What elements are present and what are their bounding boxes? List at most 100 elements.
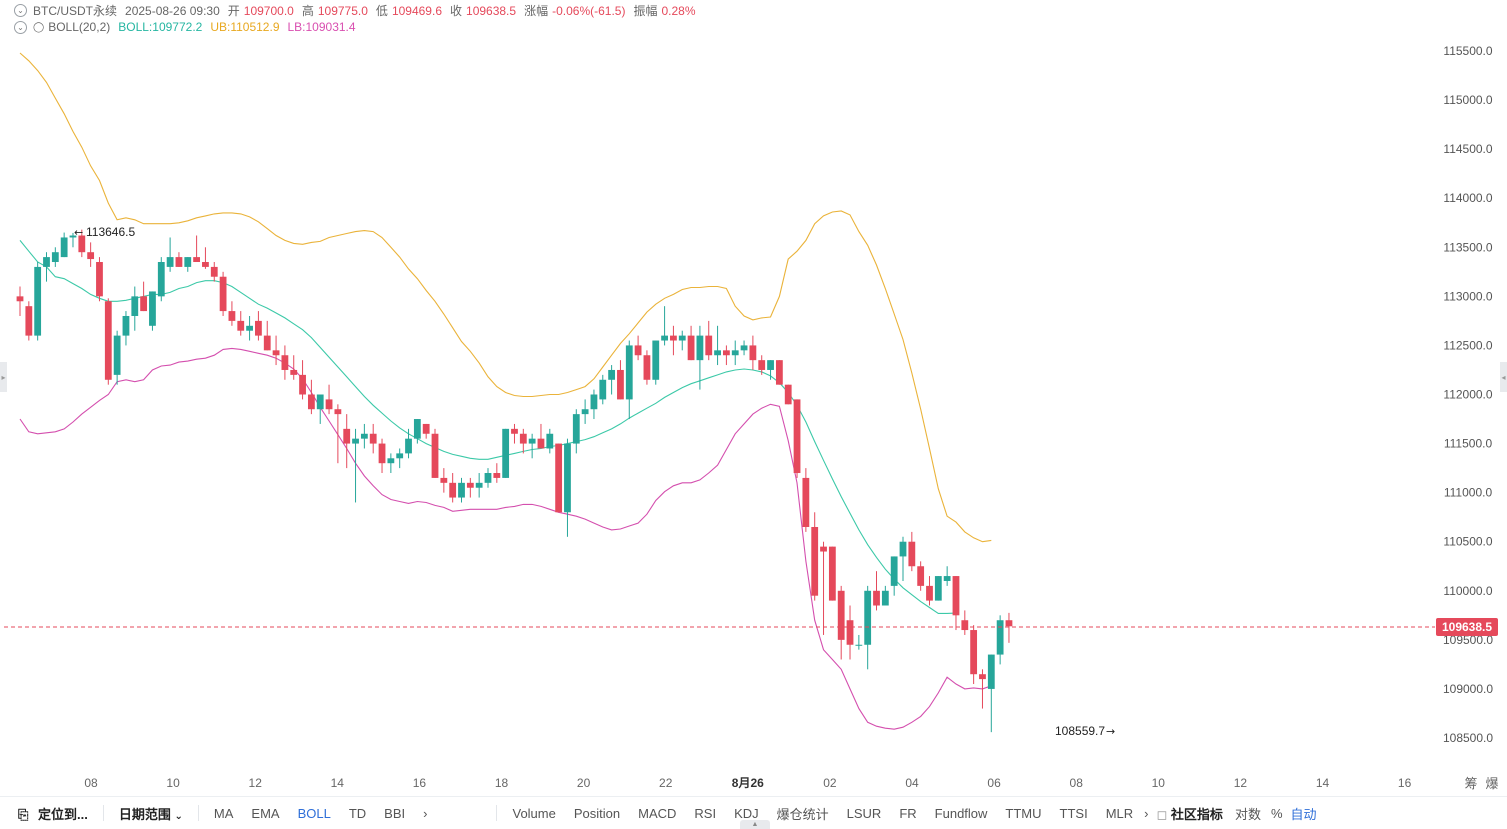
candle[interactable] bbox=[352, 428, 359, 503]
candle[interactable] bbox=[466, 477, 474, 498]
candle[interactable] bbox=[670, 325, 677, 356]
candle[interactable] bbox=[864, 585, 872, 670]
candle[interactable] bbox=[396, 448, 404, 469]
candle[interactable] bbox=[87, 242, 95, 267]
indicator-fr[interactable]: FR bbox=[899, 805, 917, 821]
candle[interactable] bbox=[802, 468, 810, 532]
candle[interactable] bbox=[25, 301, 33, 341]
scroll-handle-icon[interactable]: ▲ bbox=[740, 820, 770, 829]
candle[interactable] bbox=[934, 576, 942, 601]
axis-tool-label[interactable]: 筹 bbox=[1464, 776, 1477, 792]
candle[interactable] bbox=[855, 634, 863, 650]
candle[interactable] bbox=[519, 428, 527, 454]
candle[interactable] bbox=[952, 576, 960, 631]
candle[interactable] bbox=[572, 409, 580, 454]
candle[interactable] bbox=[890, 556, 898, 596]
candle[interactable] bbox=[846, 605, 854, 660]
candle[interactable] bbox=[219, 271, 227, 316]
log-scale-toggle[interactable]: 对数 bbox=[1234, 806, 1261, 822]
candle[interactable] bbox=[837, 585, 845, 660]
more-indicators-chevron-icon[interactable]: › bbox=[1144, 805, 1149, 821]
candle[interactable] bbox=[255, 311, 262, 341]
candle[interactable] bbox=[113, 330, 121, 385]
boll-eye-icon[interactable]: ◯ bbox=[33, 21, 45, 33]
candle[interactable] bbox=[970, 625, 978, 685]
candle[interactable] bbox=[811, 512, 819, 601]
candle[interactable] bbox=[131, 286, 139, 331]
candle[interactable] bbox=[43, 252, 50, 282]
candle[interactable] bbox=[281, 345, 289, 380]
chevron-right-icon[interactable]: › bbox=[423, 805, 428, 821]
candle[interactable] bbox=[307, 379, 315, 415]
candle[interactable] bbox=[723, 345, 730, 366]
indicator-position[interactable]: Position bbox=[573, 805, 621, 821]
candle[interactable] bbox=[343, 414, 351, 469]
candle[interactable] bbox=[263, 320, 271, 351]
candle[interactable] bbox=[899, 536, 907, 581]
candle[interactable] bbox=[652, 340, 660, 385]
candle[interactable] bbox=[661, 306, 668, 346]
percent-scale-toggle[interactable]: % bbox=[1270, 805, 1283, 821]
candle[interactable] bbox=[422, 423, 430, 439]
candle[interactable] bbox=[996, 615, 1004, 665]
candle[interactable] bbox=[413, 419, 421, 444]
indicator-mlr[interactable]: MLR bbox=[1105, 805, 1134, 821]
candle[interactable] bbox=[440, 468, 448, 493]
candle[interactable] bbox=[122, 311, 130, 346]
left-panel-toggle-icon[interactable]: ▸ bbox=[0, 362, 7, 392]
candle[interactable] bbox=[749, 335, 757, 370]
candle[interactable] bbox=[625, 340, 633, 420]
candle[interactable] bbox=[564, 438, 571, 537]
candle[interactable] bbox=[731, 340, 739, 366]
collapse-chevron-icon[interactable]: ⌄ bbox=[14, 4, 27, 17]
candle[interactable] bbox=[687, 325, 695, 361]
candle[interactable] bbox=[926, 576, 933, 606]
candle[interactable] bbox=[334, 404, 342, 464]
candle[interactable] bbox=[210, 262, 218, 282]
candle[interactable] bbox=[475, 473, 483, 498]
candle[interactable] bbox=[369, 423, 377, 454]
locate-button[interactable]: ⎘ 定位到... bbox=[0, 804, 97, 823]
candle[interactable] bbox=[175, 252, 183, 267]
candle[interactable] bbox=[820, 541, 827, 635]
candle[interactable] bbox=[784, 384, 792, 405]
candle[interactable] bbox=[961, 610, 969, 635]
candle[interactable] bbox=[917, 561, 925, 591]
candle[interactable] bbox=[449, 473, 457, 503]
indicator-volume[interactable]: Volume bbox=[512, 805, 556, 821]
candle[interactable] bbox=[299, 360, 306, 400]
candle[interactable] bbox=[528, 433, 536, 459]
indicator-fundflow[interactable]: Fundflow bbox=[934, 805, 988, 821]
candle[interactable] bbox=[590, 389, 598, 420]
candle[interactable] bbox=[166, 237, 174, 272]
indicator-bbi[interactable]: BBI bbox=[384, 805, 406, 821]
axis-tool-label[interactable]: 爆 bbox=[1485, 777, 1498, 792]
candle[interactable] bbox=[184, 257, 192, 272]
candle[interactable] bbox=[696, 325, 704, 390]
candle[interactable] bbox=[987, 654, 995, 733]
candle[interactable] bbox=[202, 247, 209, 269]
candle[interactable] bbox=[493, 463, 501, 483]
candle[interactable] bbox=[758, 355, 766, 375]
candle[interactable] bbox=[599, 374, 607, 405]
candle[interactable] bbox=[1005, 612, 1013, 643]
date-range-button[interactable]: 日期范围 ⌄ bbox=[110, 804, 192, 823]
candle[interactable] bbox=[828, 546, 836, 601]
candle[interactable] bbox=[537, 423, 545, 449]
candle[interactable] bbox=[484, 468, 492, 488]
candle[interactable] bbox=[617, 360, 624, 400]
candle[interactable] bbox=[581, 399, 589, 424]
candle[interactable] bbox=[104, 298, 112, 385]
candle[interactable] bbox=[873, 571, 880, 611]
candle[interactable] bbox=[228, 301, 236, 326]
indicator-ttsi[interactable]: TTSI bbox=[1059, 805, 1088, 821]
candle[interactable] bbox=[272, 335, 280, 366]
candle[interactable] bbox=[378, 438, 386, 474]
indicator-liquidation[interactable]: 爆仓统计 bbox=[776, 806, 829, 822]
candle[interactable] bbox=[546, 428, 554, 454]
candle[interactable] bbox=[458, 477, 465, 503]
indicator-lsur[interactable]: LSUR bbox=[846, 805, 882, 821]
candle[interactable] bbox=[96, 257, 103, 302]
candle[interactable] bbox=[316, 394, 324, 424]
